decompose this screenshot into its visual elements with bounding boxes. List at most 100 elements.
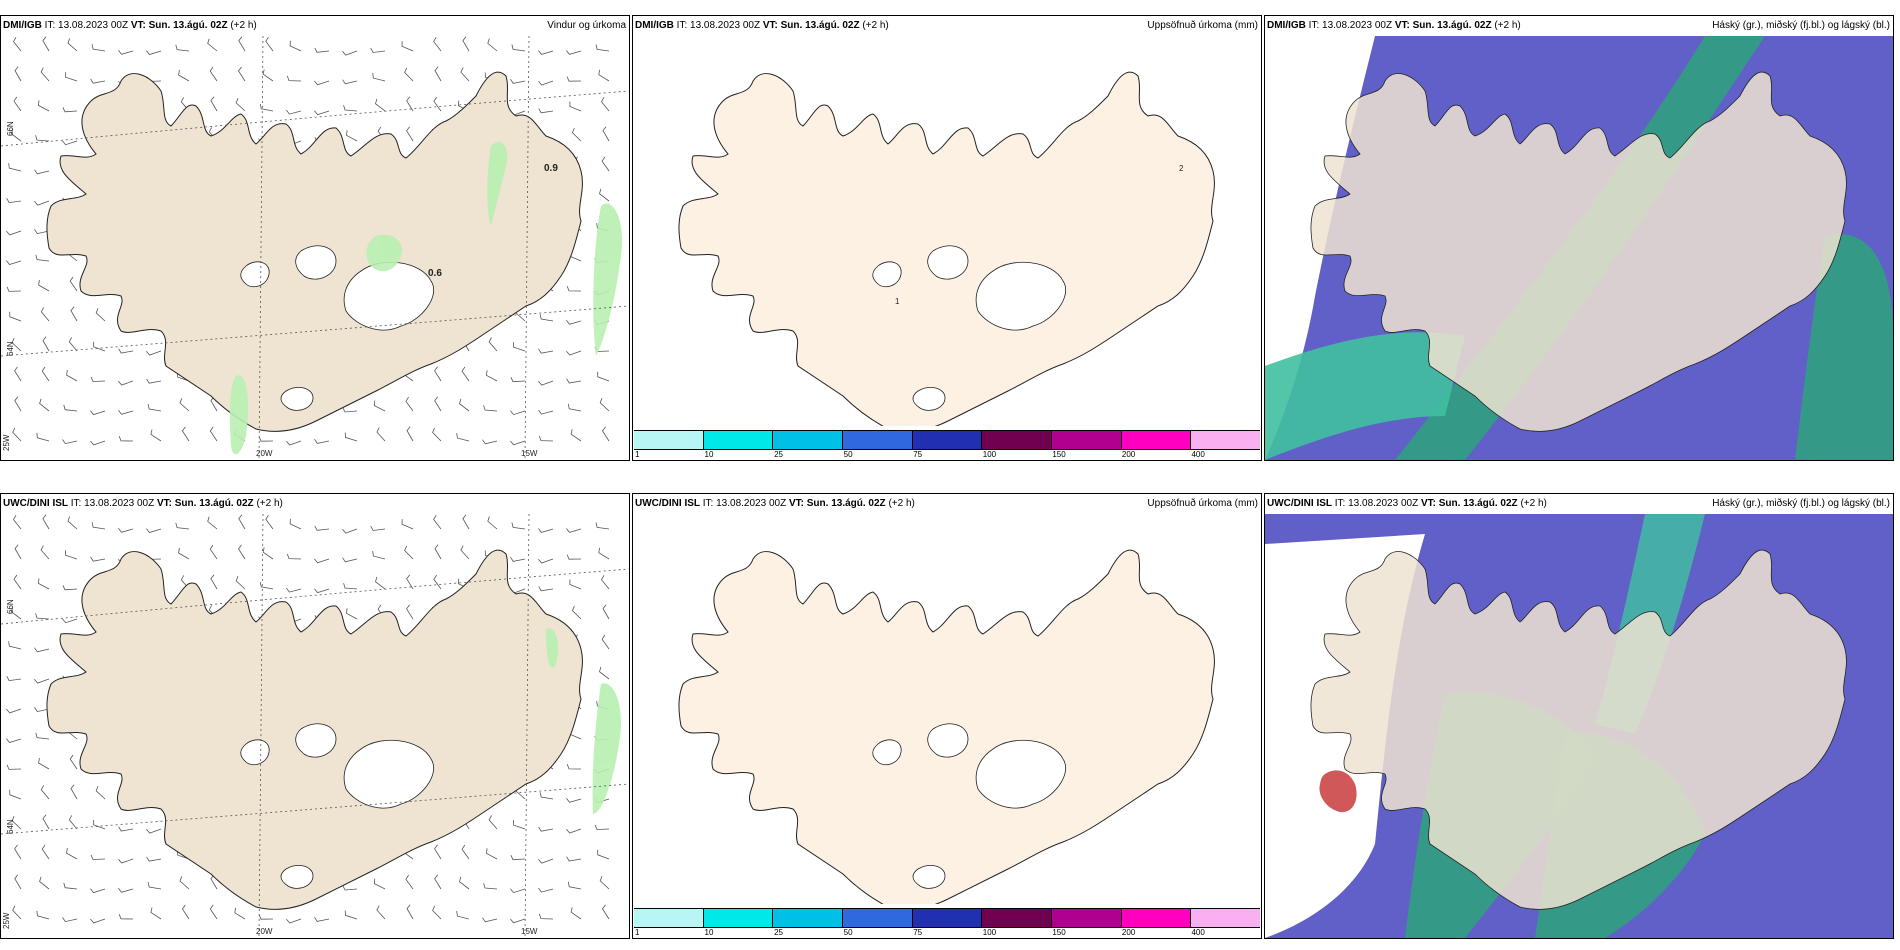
wind-barb xyxy=(510,78,526,84)
wind-barb xyxy=(90,410,106,416)
wind-barb xyxy=(599,188,610,202)
wind-barb xyxy=(12,427,22,442)
panel-header: UWC/DINI ISL IT: 13.08.2023 00Z VT: Sun.… xyxy=(1,494,629,514)
wind-barb xyxy=(91,44,106,52)
glacier-langjokull xyxy=(927,245,969,280)
colorbar-tick-label: 25 xyxy=(774,450,784,459)
wind-barb xyxy=(314,916,330,922)
init-time: IT: 13.08.2023 00Z xyxy=(702,498,787,509)
colorbar-swatch xyxy=(982,431,1053,449)
wind-barb xyxy=(510,918,526,924)
valid-time-label: VT: xyxy=(1394,20,1410,31)
model-name: DMI/IGB xyxy=(3,20,42,31)
wind-barb xyxy=(238,544,246,560)
wind-barb xyxy=(14,874,22,890)
wind-barb xyxy=(286,553,302,560)
glacier-myrdalsjokull xyxy=(912,387,946,411)
lat-label: 64N xyxy=(6,341,15,356)
wind-barb xyxy=(39,876,50,890)
wind-barb xyxy=(118,380,134,386)
colorbar-tick-label: 50 xyxy=(843,450,853,459)
wind-barb xyxy=(41,366,50,382)
wind-barb xyxy=(40,785,50,800)
mid-cloud-band-east xyxy=(1795,234,1893,460)
wind-barb xyxy=(595,44,610,52)
map-area: 66N 64N 20W 15W 25W xyxy=(1,514,629,938)
wind-barb xyxy=(66,370,78,382)
wind-barb xyxy=(286,75,302,82)
wind-barb xyxy=(570,907,582,920)
map-title: Uppsöfnuð úrkoma (mm) xyxy=(1147,498,1258,509)
wind-barb xyxy=(595,522,610,530)
wind-precip-map-panel-uwc: UWC/DINI ISL IT: 13.08.2023 00Z VT: Sun.… xyxy=(0,493,630,939)
iceland-land xyxy=(1310,549,1847,910)
wind-barb xyxy=(258,436,274,442)
wind-barb xyxy=(566,528,582,533)
wind-barb xyxy=(90,918,106,924)
panel-header: DMI/IGB IT: 13.08.2023 00Z VT: Sun. 13.á… xyxy=(1265,16,1893,36)
precip-areas xyxy=(546,628,621,814)
wind-barb xyxy=(487,38,498,52)
wind-barb xyxy=(12,905,22,920)
init-time: IT: 13.08.2023 00Z xyxy=(1308,20,1393,31)
colorbar-swatch xyxy=(703,431,774,449)
wind-barb xyxy=(488,815,498,830)
wind-barb xyxy=(538,50,554,55)
map-title: Háský (gr.), miðský (fj.bl.) og lágský (… xyxy=(1712,20,1890,31)
wind-barb xyxy=(6,230,22,236)
wind-barb xyxy=(434,396,442,412)
wind-barb xyxy=(566,378,582,384)
wind-barb xyxy=(146,350,162,356)
map-area xyxy=(633,514,1261,938)
wind-barb xyxy=(66,848,78,860)
colorbar-swatch xyxy=(1121,909,1192,927)
wind-barb xyxy=(34,200,50,206)
wind-barb xyxy=(118,888,134,893)
glacier-langjokull xyxy=(295,245,337,280)
wind-barb xyxy=(406,604,414,620)
wind-barb xyxy=(40,307,50,322)
init-time: IT: 13.08.2023 00Z xyxy=(676,20,761,31)
wind-barb xyxy=(238,514,246,530)
wind-barb xyxy=(209,904,218,920)
wind-barb xyxy=(406,426,414,442)
model-name: UWC/DINI ISL xyxy=(635,498,700,509)
valid-time-label: VT: xyxy=(762,20,778,31)
wind-barb xyxy=(406,904,414,920)
fog-area xyxy=(1319,770,1357,813)
wind-barb xyxy=(40,67,50,82)
wind-barb xyxy=(178,69,190,82)
wind-barb xyxy=(510,410,526,416)
wind-barb xyxy=(62,585,78,591)
wind-barb xyxy=(90,556,106,562)
wind-barb xyxy=(289,40,302,52)
lon-label: 20W xyxy=(256,927,273,936)
wind-barb xyxy=(538,348,554,354)
lon-label: 25W xyxy=(2,912,11,929)
wind-barb xyxy=(209,66,218,82)
wind-barb xyxy=(262,69,274,82)
colorbar xyxy=(634,430,1261,450)
panel-header: DMI/IGB IT: 13.08.2023 00Z VT: Sun. 13.á… xyxy=(633,16,1261,36)
colorbar-swatch xyxy=(1121,431,1192,449)
wind-barb xyxy=(510,377,526,383)
valid-time: Sun. 13.ágú. 02Z xyxy=(1438,498,1518,509)
wind-barb xyxy=(602,904,610,920)
wind-barb xyxy=(342,528,358,534)
wind-barb xyxy=(286,918,302,924)
wind-barb xyxy=(147,404,162,412)
map-title: Háský (gr.), miðský (fj.bl.) og lágský (… xyxy=(1712,498,1890,509)
wind-barb xyxy=(373,878,386,890)
wind-barb xyxy=(118,858,134,864)
wind-barb xyxy=(146,856,162,862)
wind-barb xyxy=(34,678,50,684)
glacier-vatnajokull xyxy=(343,739,434,809)
wind-barb xyxy=(118,348,134,354)
wind-barb xyxy=(570,429,582,442)
wind-barb xyxy=(69,754,78,770)
wind-barb xyxy=(146,528,162,533)
wind-barb xyxy=(6,708,22,714)
colorbar-tick-label: 10 xyxy=(704,928,714,937)
wind-barb xyxy=(538,887,554,893)
lead-time: (+2 h) xyxy=(230,20,257,31)
